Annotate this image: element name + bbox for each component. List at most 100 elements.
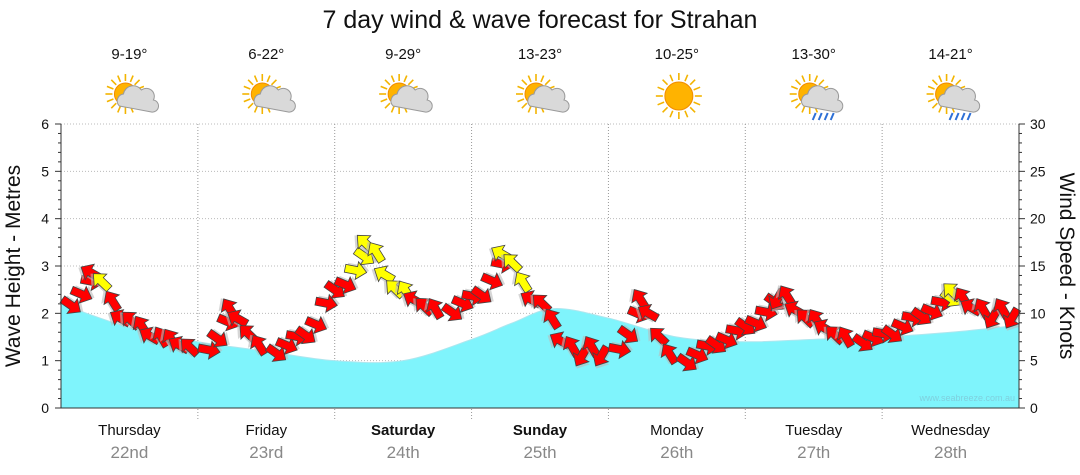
partly-cloudy-icon (516, 74, 570, 114)
sun-ray (270, 79, 277, 86)
day-temp-range: 6-22° (248, 46, 284, 63)
x-axis-labels: Thursday 22nd Friday 23rd Saturday 24th Sunday… (98, 422, 990, 462)
wind-arrow (541, 308, 562, 331)
day-name: Friday (245, 422, 287, 439)
wind-arrow-body (333, 276, 357, 295)
sun-ray (266, 75, 271, 83)
sunny-icon (655, 73, 702, 119)
wind-arrow-body (294, 325, 316, 345)
wind-arrow (971, 297, 992, 321)
wind-arrow (920, 302, 945, 322)
sun-ray (693, 101, 701, 106)
wind-arrow (101, 290, 122, 313)
rain-drop (954, 112, 960, 121)
wind-arrow-body (960, 298, 983, 317)
wind-arrow-body (607, 339, 632, 360)
sun-ray (662, 79, 669, 86)
wind-arrow-body (343, 260, 368, 281)
wind-arrow-body (851, 333, 873, 352)
wind-arrow (909, 306, 934, 326)
sun-ray (669, 110, 674, 118)
day-date: 23rd (249, 443, 283, 462)
sun-ray (801, 105, 806, 113)
wind-arrow-body (480, 272, 504, 291)
wind-arrow-body (685, 346, 709, 365)
sun-ray (380, 98, 388, 103)
cloud-shape (937, 85, 981, 113)
wind-arrow-body (139, 326, 162, 346)
day-name: Tuesday (785, 422, 842, 439)
sun-ray (684, 74, 689, 82)
y-tick-label-right: 20 (1030, 211, 1046, 227)
cloud-shape (116, 85, 159, 113)
wind-arrow-body (206, 328, 228, 348)
wind-arrow (1002, 306, 1022, 331)
wave-line (60, 303, 1020, 364)
wind-arrow (323, 280, 348, 299)
day-temp-range: 10-25° (655, 46, 699, 63)
sun-ray (790, 85, 799, 90)
y-tick-label-left: 3 (41, 258, 49, 274)
wind-arrow-body (180, 338, 201, 358)
rain-drop (948, 112, 954, 121)
sun-ray (662, 106, 669, 113)
wind-arrow-body (836, 326, 856, 349)
cloud-shape (801, 85, 844, 113)
chart-title: 7 day wind & wave forecast for Strahan (323, 6, 758, 34)
sun-ray (247, 79, 254, 86)
sun-ray (689, 106, 696, 113)
wind-arrow-body (470, 285, 492, 304)
wind-arrow-body (1002, 306, 1022, 329)
wind-arrow-body (514, 271, 533, 294)
wind-arrow (470, 285, 494, 304)
sun-ray (801, 75, 806, 83)
sun-ray (795, 79, 802, 86)
weather-row: 9-19° 6-22° 9-29° 13-23° 10-25° 13-30° 14-21° (105, 46, 981, 121)
sun-ray (110, 102, 117, 109)
wind-arrow (851, 333, 876, 352)
sun-ray (384, 102, 391, 109)
sun-ray (117, 105, 122, 113)
wind-arrow (983, 306, 1002, 331)
wind-arrow (304, 315, 330, 335)
y-axis-left-label: Wave Height - Metres (2, 165, 25, 367)
wind-arrow-body (304, 315, 328, 335)
sun-ray (521, 79, 528, 86)
y-tick-label-right: 0 (1030, 400, 1038, 416)
wind-arrow (572, 344, 592, 369)
wind-arrow-body (993, 298, 1012, 321)
day-date: 24th (387, 443, 420, 462)
sun-ray (955, 79, 962, 86)
wind-arrow (744, 314, 770, 333)
y-tick-label-right: 5 (1030, 353, 1038, 369)
wind-arrow (333, 275, 359, 295)
wind-arrow (501, 254, 524, 274)
wind-arrow (958, 298, 983, 317)
partly-cloudy-icon (242, 74, 296, 114)
wind-arrow (580, 335, 601, 359)
wave-series (60, 303, 1020, 408)
rain-drop (823, 112, 829, 121)
wind-arrow-body (92, 273, 113, 293)
sun-ray (795, 102, 802, 109)
partly-cloudy-icon (105, 74, 159, 114)
wind-arrow (480, 271, 506, 291)
wind-arrow (635, 303, 660, 323)
y-tick-label-left: 5 (41, 163, 49, 179)
wave-area (61, 303, 1019, 408)
wind-arrow-body (660, 343, 680, 366)
sun-ray (110, 79, 117, 86)
sun-ray (243, 85, 251, 90)
y-tick-label-left: 2 (41, 305, 49, 321)
wind-arrow-body (543, 308, 562, 331)
day-date: 22nd (111, 443, 149, 462)
wind-arrow (511, 271, 533, 294)
day-temp-range: 14-21° (928, 46, 972, 63)
day-temp-range: 9-19° (111, 46, 147, 63)
sun-ray (403, 75, 408, 83)
wind-arrow-body (909, 306, 932, 326)
wind-arrow-body (704, 335, 727, 354)
sun-ray (243, 98, 251, 103)
y-tick-label-right: 30 (1030, 116, 1046, 132)
sun-ray (247, 102, 254, 109)
